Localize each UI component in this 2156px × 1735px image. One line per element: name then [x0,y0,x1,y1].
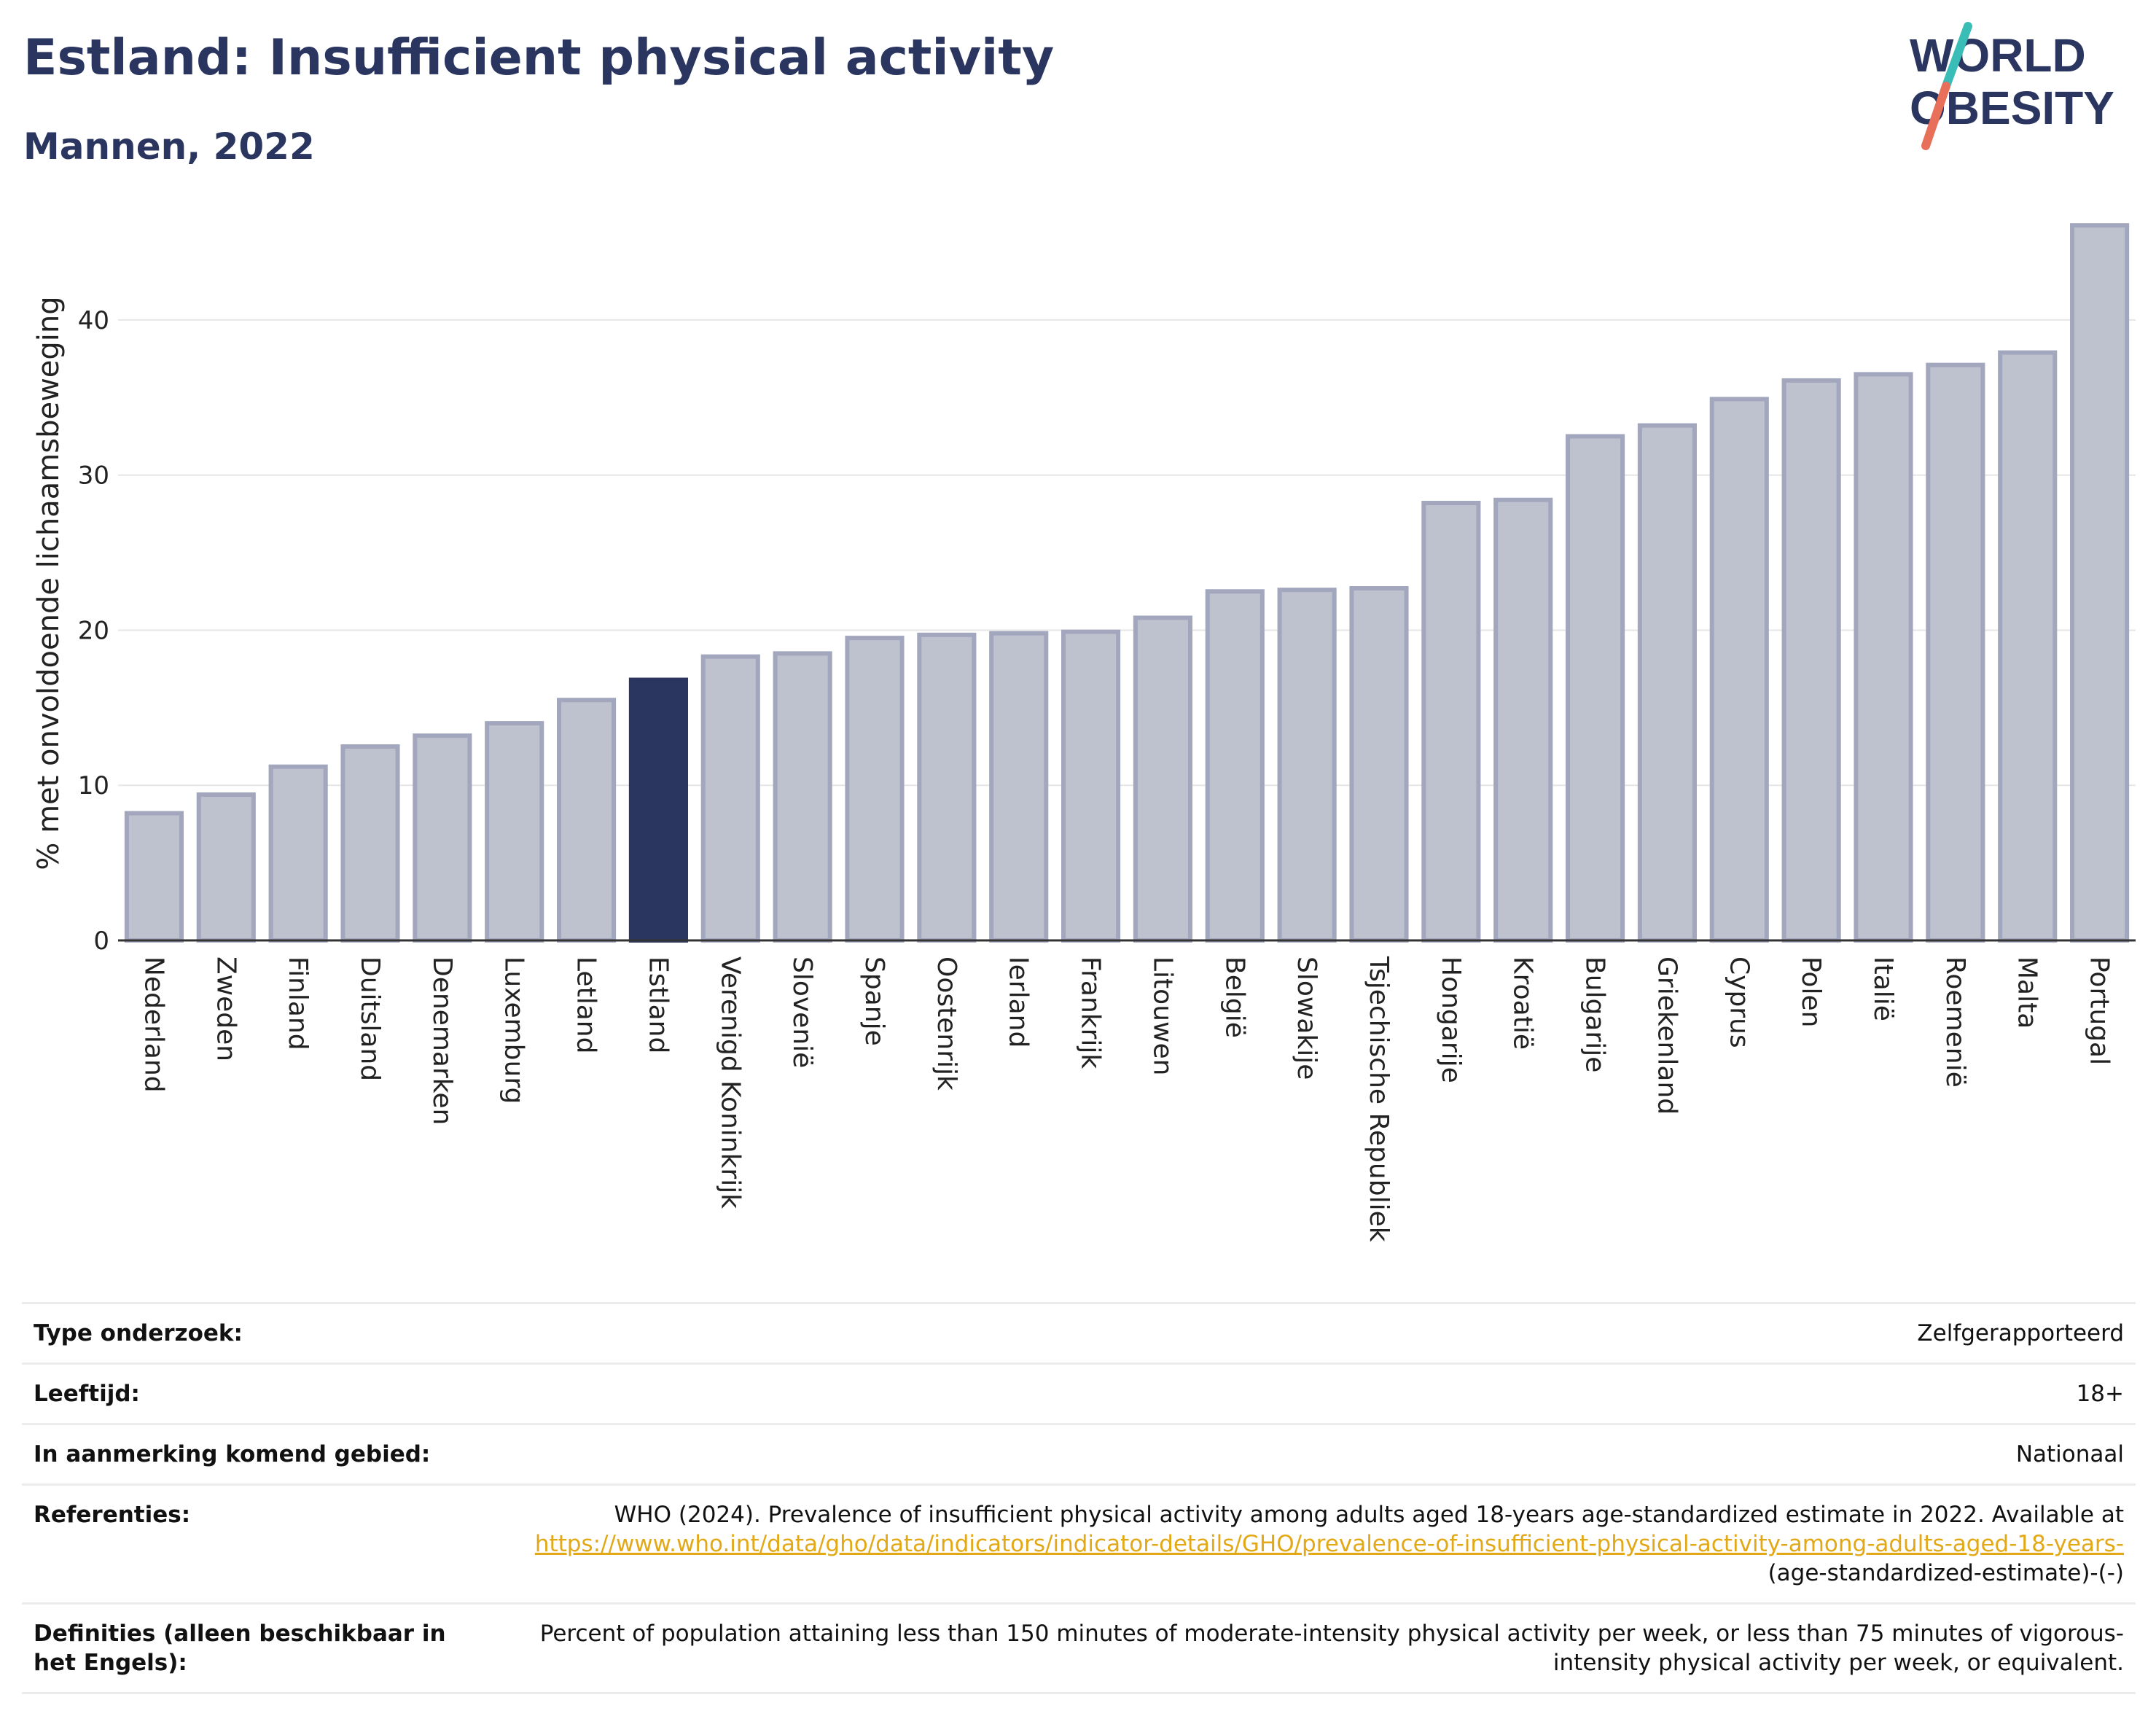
x-tick-label: Litouwen [1147,956,1177,1075]
bar-duitsland [340,744,400,943]
bar-cyprus [1709,397,1769,943]
info-label: In aanmerking komend gebied: [22,1423,483,1485]
x-tick-label: Hongarije [1436,956,1466,1083]
bar-nederland [124,811,184,943]
info-value: Nationaal [483,1423,2136,1485]
bar-letland [557,698,617,943]
bar-frankrijk [1061,629,1121,943]
info-value: WHO (2024). Prevalence of insufficient p… [483,1483,2136,1604]
x-tick-label: Malta [2012,956,2042,1029]
x-tick-label: Duitsland [355,956,385,1081]
logo-slash-teal [1942,22,1972,90]
bar-ierland [989,631,1049,943]
bar-bulgarije [1566,434,1625,943]
tick-labels: 0 10 20 30 40 % met onvoldoende lichaamsbeweg… [32,296,2114,1241]
logo-slash-coral [1921,82,1950,150]
x-tick-label: Slowakije [1292,956,1321,1080]
x-tick-label: Letland [571,956,601,1053]
info-row: In aanmerking komend gebied: Nationaal [22,1423,2136,1485]
page-subtitle: Mannen, 2022 [23,125,315,168]
info-label: Leeftijd: [22,1362,483,1424]
bar-itali- [1854,372,1913,943]
bar-sloveni- [773,651,832,943]
x-tick-label: Kroatië [1508,956,1538,1050]
x-tick-label: België [1219,956,1249,1038]
bar-oostenrijk [917,632,977,943]
bar-polen [1781,378,1841,943]
logo-line1: WORLD [1910,29,2086,82]
x-tick-label: Finland [283,956,313,1050]
bar-verenigd-koninkrijk [700,654,760,943]
x-tick-label: Tsjechische Republiek [1364,956,1394,1242]
bar-roemeni- [1926,362,1985,943]
y-tick-label: 40 [78,306,109,335]
y-axis-label: % met onvoldoende lichaamsbeweging [32,296,66,870]
bar-zweden [196,792,256,943]
y-tick-label: 0 [93,927,109,956]
bars [124,223,2130,943]
bar-finland [268,764,328,943]
bar-hongarije [1421,501,1481,943]
info-row: Leeftijd: 18+ [22,1362,2136,1424]
y-tick-label: 10 [78,771,109,800]
x-tick-label: Estland [643,956,673,1053]
x-tick-label: Verenigd Koninkrijk [715,956,745,1209]
world-obesity-logo: WORLD OBESITY [1910,22,2114,150]
x-tick-label: Nederland [138,956,168,1093]
page-title: Estland: Insufficient physical activity [23,29,1055,87]
y-tick-label: 30 [78,461,109,491]
bar-portugal [2070,223,2130,943]
bar-chart: 0 10 20 30 40 % met onvoldoende lichaamsbeweg… [32,223,2136,1242]
x-tick-label: Oostenrijk [931,956,961,1091]
info-row: Type onderzoek: Zelfgerapporteerd [22,1302,2136,1364]
bar-malta [1998,350,2058,943]
x-tick-label: Bulgarije [1580,956,1610,1072]
bar-tsjechische-republiek [1349,586,1409,943]
bar-griekenland [1637,423,1697,943]
bar-kroati- [1493,497,1553,943]
x-tick-label: Slovenië [787,956,817,1068]
bar-litouwen [1133,615,1192,943]
bar-spanje [845,636,905,943]
x-tick-label: Luxemburg [499,956,529,1104]
info-label: Definities (alleen beschikbaar in het En… [22,1602,483,1694]
info-value: 18+ [483,1362,2136,1424]
x-tick-label: Denemarken [427,956,457,1125]
x-tick-label: Cyprus [1724,956,1754,1048]
info-row: Definities (alleen beschikbaar in het En… [22,1602,2136,1694]
x-tick-label: Ierland [1004,956,1034,1048]
reference-link[interactable]: https://www.who.int/data/gho/data/indica… [534,1531,2124,1557]
bar-luxemburg [485,721,544,943]
x-tick-label: Polen [1796,956,1826,1027]
x-tick-label: Frankrijk [1076,956,1106,1069]
bar-estland [628,677,688,943]
bar-denemarken [413,733,472,943]
bar-belgi- [1205,589,1265,943]
info-label: Referenties: [22,1483,483,1604]
info-row: Referenties: WHO (2024). Prevalence of in… [22,1483,2136,1604]
x-tick-label: Griekenland [1652,956,1682,1115]
x-tick-label: Roemenië [1940,956,1970,1088]
x-tick-label: Portugal [2085,956,2114,1065]
info-table: Type onderzoek: Zelfgerapporteerd Leeftijd… [22,1302,2136,1694]
info-value: Percent of population attaining less tha… [483,1602,2136,1694]
x-tick-label: Zweden [211,956,241,1061]
x-tick-label: Italië [1868,956,1898,1021]
info-label: Type onderzoek: [22,1302,483,1364]
info-value: Zelfgerapporteerd [483,1302,2136,1364]
y-tick-label: 20 [78,616,109,645]
bar-slowakije [1277,588,1337,943]
x-tick-label: Spanje [859,956,889,1046]
